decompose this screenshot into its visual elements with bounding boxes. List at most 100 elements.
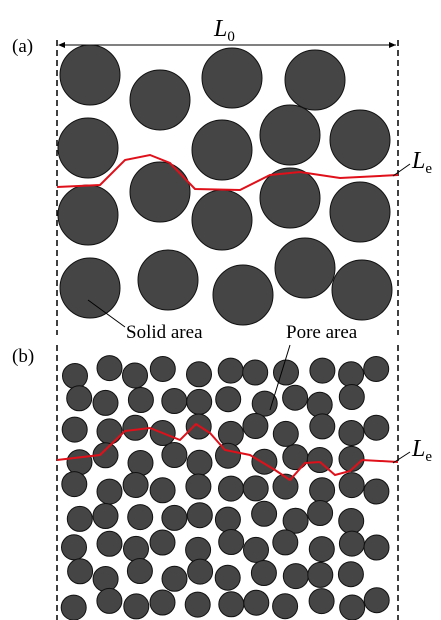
particle — [243, 360, 268, 385]
particle — [187, 503, 212, 528]
particle — [130, 162, 190, 222]
particle — [252, 391, 277, 416]
leader — [393, 452, 410, 463]
particle — [93, 567, 118, 592]
particle — [130, 70, 190, 130]
particle — [244, 537, 269, 562]
particle — [339, 421, 364, 446]
particle — [123, 473, 148, 498]
particle — [218, 421, 243, 446]
particle — [310, 414, 335, 439]
particle — [330, 182, 390, 242]
particle — [330, 110, 390, 170]
subscript: e — [425, 449, 432, 465]
particle — [162, 389, 187, 414]
particle — [364, 357, 389, 382]
figure: (a) L0 Le Solid area (b) Le Pore area — [0, 0, 441, 620]
particle — [202, 48, 262, 108]
particle — [244, 590, 269, 615]
particle — [339, 509, 364, 534]
particle — [97, 356, 122, 381]
particle — [138, 250, 198, 310]
particle — [123, 363, 148, 388]
particle — [283, 564, 308, 589]
particle — [251, 561, 276, 586]
symbol: L — [411, 436, 425, 462]
particle — [63, 364, 88, 389]
particle — [216, 387, 241, 412]
particle — [364, 588, 389, 613]
particle — [128, 505, 153, 530]
particle — [186, 537, 211, 562]
panel-a: (a) L0 Le Solid area — [12, 16, 432, 343]
particle — [124, 536, 149, 561]
particle — [124, 594, 149, 619]
particle — [93, 504, 118, 529]
particle — [364, 535, 389, 560]
particle — [60, 258, 120, 318]
particle — [60, 45, 120, 105]
particle — [260, 105, 320, 165]
particle — [308, 501, 333, 526]
particle — [97, 479, 122, 504]
particle — [310, 478, 335, 503]
symbol: L — [411, 148, 425, 174]
particle — [67, 386, 92, 411]
particle — [339, 362, 364, 387]
annotation: Solid area — [126, 322, 203, 343]
subscript: e — [425, 161, 432, 177]
particle — [186, 474, 211, 499]
particle — [273, 421, 298, 446]
particle — [61, 595, 86, 620]
particle — [192, 190, 252, 250]
particle — [150, 590, 175, 615]
panel-label: (b) — [12, 346, 34, 367]
particle — [340, 595, 365, 620]
particle — [338, 562, 363, 587]
particle — [192, 120, 252, 180]
particle — [128, 388, 153, 413]
particle — [187, 450, 212, 475]
particle — [185, 592, 210, 617]
particle — [275, 238, 335, 298]
particle — [243, 476, 268, 501]
particle — [339, 385, 364, 410]
particle — [273, 594, 298, 619]
particle — [150, 530, 175, 555]
particle — [62, 472, 87, 497]
particle — [162, 443, 187, 468]
particle — [339, 446, 364, 471]
particle — [307, 392, 332, 417]
symbol: L — [213, 16, 227, 42]
annotation: Pore area — [286, 322, 358, 343]
particle — [252, 449, 277, 474]
particle — [283, 508, 308, 533]
particle — [308, 562, 333, 587]
solid-particles — [61, 356, 389, 620]
particle — [364, 479, 389, 504]
particle — [93, 390, 118, 415]
particle — [58, 185, 118, 245]
particle — [283, 445, 308, 470]
particle — [274, 360, 299, 385]
particle — [285, 50, 345, 110]
particle — [309, 537, 334, 562]
particle — [309, 589, 334, 614]
particle — [252, 501, 277, 526]
particle — [273, 530, 298, 555]
particle — [339, 531, 364, 556]
particle — [187, 362, 212, 387]
particle — [364, 415, 389, 440]
particle — [216, 443, 241, 468]
particle — [219, 592, 244, 617]
particle — [219, 476, 244, 501]
particle — [213, 265, 273, 325]
particle — [219, 530, 244, 555]
particle — [162, 566, 187, 591]
solid-particles — [58, 45, 392, 325]
path-label: Le — [411, 436, 432, 465]
particle — [67, 506, 92, 531]
particle — [68, 559, 93, 584]
particle — [127, 559, 152, 584]
particle — [188, 559, 213, 584]
